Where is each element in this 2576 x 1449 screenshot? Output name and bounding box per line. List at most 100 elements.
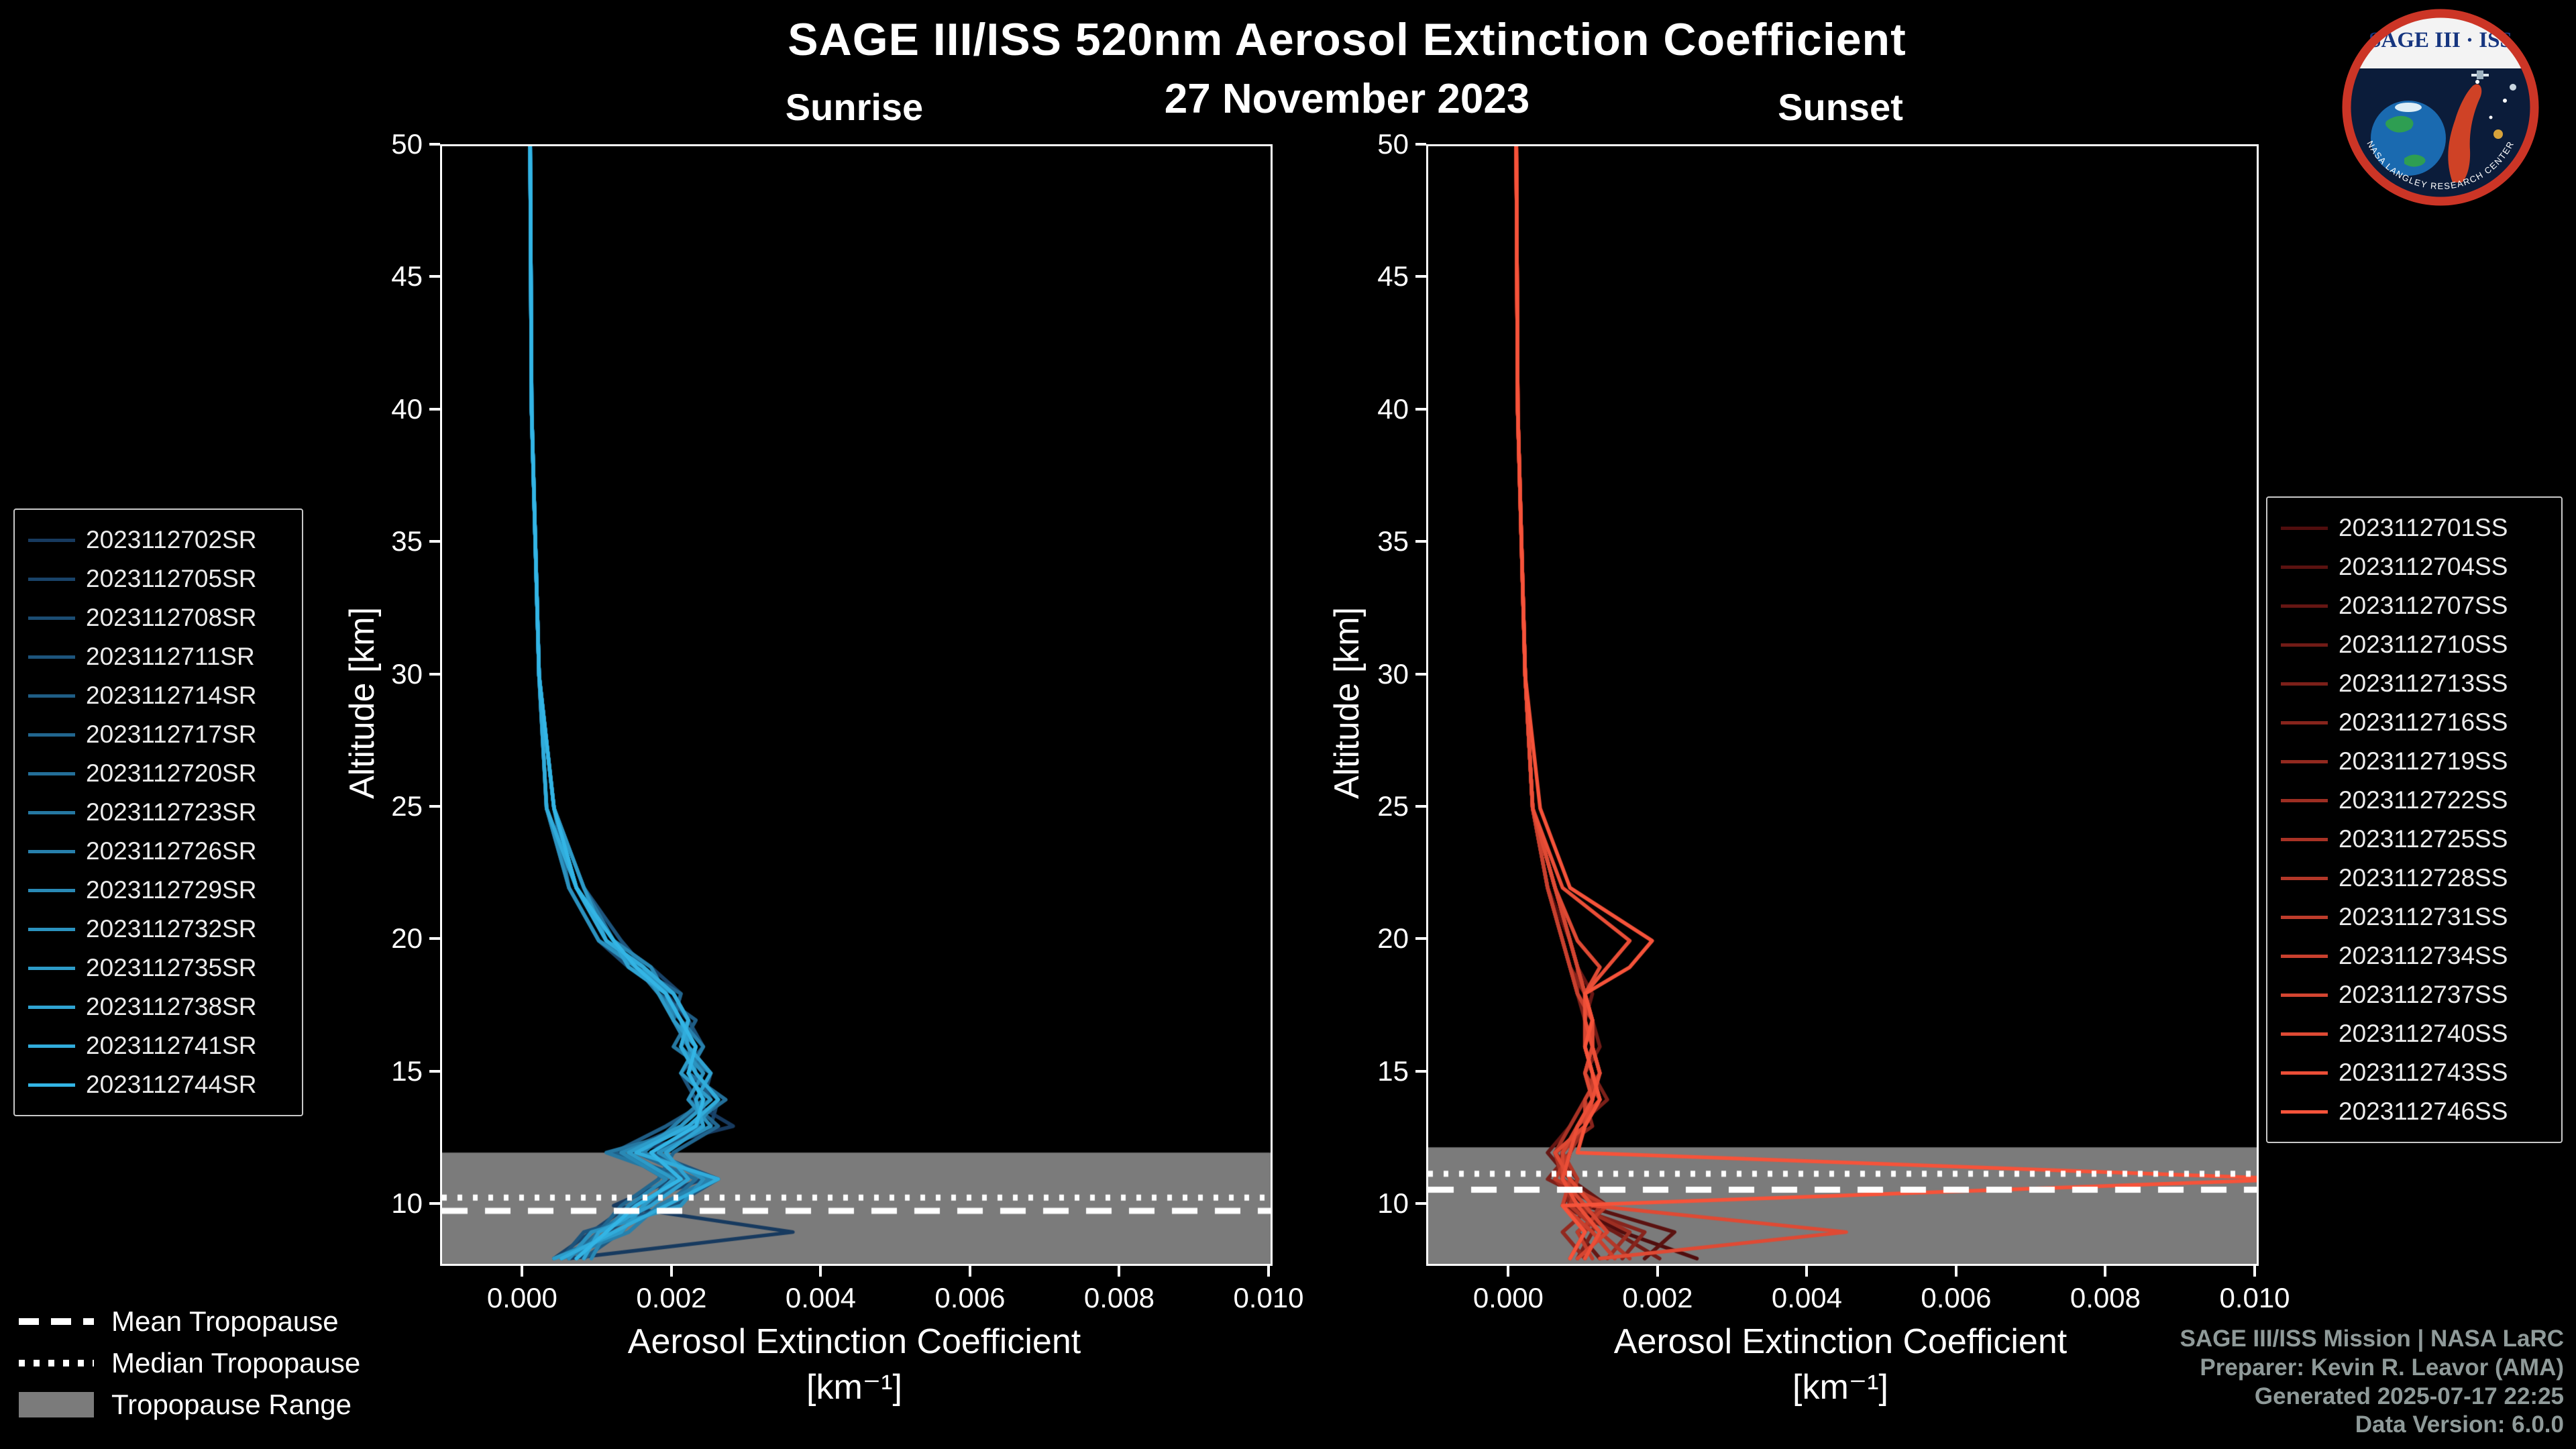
x-tick-mark bbox=[2104, 1266, 2107, 1277]
y-tick-mark bbox=[1415, 937, 1426, 941]
y-tick-label: 15 bbox=[1377, 1055, 1409, 1087]
y-tick-label: 20 bbox=[1377, 922, 1409, 955]
legend-line-swatch bbox=[28, 1044, 75, 1048]
x-tick-mark bbox=[1267, 1266, 1270, 1277]
figure-icon bbox=[2448, 84, 2482, 182]
sunset-y-axis-label: Altitude [km] bbox=[1328, 606, 1366, 800]
x-axis-label-line1: Aerosol Extinction Coefficient bbox=[1613, 1322, 2068, 1361]
y-tick-mark bbox=[1415, 407, 1426, 411]
legend-label: 2023112738SR bbox=[86, 993, 257, 1020]
y-tick-mark bbox=[1415, 804, 1426, 808]
y-tick-label: 35 bbox=[1377, 525, 1409, 557]
legend-line-swatch bbox=[2281, 798, 2328, 802]
legend-item: 2023112729SR bbox=[15, 871, 302, 910]
sunset-legend: 2023112701SS 2023112704SS 2023112707SS 2023… bbox=[2266, 496, 2563, 1143]
mission-logo: SAGE III · ISS NASA LANGLEY RESEARCH CEN… bbox=[2342, 9, 2539, 206]
legend-label: 2023112704SS bbox=[2339, 553, 2508, 580]
legend-label: 2023112726SR bbox=[86, 837, 257, 865]
legend-line-swatch bbox=[28, 655, 75, 659]
legend-item: 2023112725SS bbox=[2267, 820, 2561, 859]
legend-label: 2023112743SS bbox=[2339, 1059, 2508, 1086]
y-tick-label: 25 bbox=[391, 790, 423, 822]
legend-label: 2023112728SS bbox=[2339, 864, 2508, 892]
legend-line-swatch bbox=[2281, 643, 2328, 647]
legend-label: 2023112722SS bbox=[2339, 786, 2508, 814]
legend-item: 2023112707SS bbox=[2267, 586, 2561, 625]
y-tick-label: 45 bbox=[391, 260, 423, 292]
legend-label: 2023112737SS bbox=[2339, 981, 2508, 1008]
iss-icon bbox=[2471, 70, 2489, 79]
legend-line-swatch bbox=[2281, 682, 2328, 686]
footer-credits: SAGE III/ISS Mission | NASA LaRC Prepare… bbox=[2180, 1325, 2564, 1440]
legend-item: 2023112731SS bbox=[2267, 898, 2561, 936]
legend-line-swatch bbox=[2281, 720, 2328, 724]
y-tick-mark bbox=[429, 937, 440, 941]
legend-line-swatch bbox=[2281, 1032, 2328, 1036]
x-tick-label: 0.006 bbox=[1921, 1282, 1992, 1313]
y-tick-mark bbox=[429, 540, 440, 543]
logo-ring bbox=[2342, 9, 2539, 206]
planet-icon bbox=[2493, 129, 2503, 139]
legend-item: 2023112710SS bbox=[2267, 625, 2561, 664]
y-tick-label: 30 bbox=[1377, 657, 1409, 690]
legend-line-swatch bbox=[2281, 837, 2328, 841]
mean-tropopause-label: Mean Tropopause bbox=[111, 1305, 339, 1337]
earth-polar-cap bbox=[2395, 103, 2422, 112]
legend-label: 2023112734SS bbox=[2339, 942, 2508, 969]
y-tick-mark bbox=[429, 143, 440, 146]
legend-item: 2023112711SR bbox=[15, 637, 302, 676]
legend-line-swatch bbox=[2281, 876, 2328, 880]
legend-line-swatch bbox=[2281, 526, 2328, 530]
legend-item: 2023112726SR bbox=[15, 832, 302, 871]
legend-line-swatch bbox=[2281, 565, 2328, 569]
y-tick-label: 35 bbox=[391, 525, 423, 557]
sunrise-panel-title: Sunrise bbox=[785, 86, 924, 128]
sunrise-plot-canvas bbox=[440, 144, 1273, 1266]
star-icon bbox=[2489, 115, 2493, 119]
moon-icon bbox=[2510, 84, 2516, 91]
y-tick-mark bbox=[1415, 275, 1426, 278]
footer-preparer: Preparer: Kevin R. Leavor (AMA) bbox=[2200, 1354, 2564, 1381]
legend-label: 2023112717SR bbox=[86, 720, 257, 748]
legend-item: 2023112741SR bbox=[15, 1026, 302, 1065]
median-tropopause-legend-item: Median Tropopause bbox=[19, 1347, 360, 1379]
legend-item: 2023112716SS bbox=[2267, 703, 2561, 742]
legend-label: 2023112713SS bbox=[2339, 669, 2508, 697]
y-tick-label: 40 bbox=[1377, 392, 1409, 425]
legend-item: 2023112708SR bbox=[15, 598, 302, 637]
legend-line-swatch bbox=[28, 694, 75, 698]
y-tick-label: 10 bbox=[1377, 1187, 1409, 1220]
legend-label: 2023112740SS bbox=[2339, 1020, 2508, 1047]
x-axis-label-line2: [km⁻¹] bbox=[1792, 1367, 1888, 1407]
legend-line-swatch bbox=[28, 1083, 75, 1087]
y-tick-mark bbox=[429, 1202, 440, 1205]
gray-band-icon bbox=[19, 1392, 94, 1417]
legend-item: 2023112744SR bbox=[15, 1065, 302, 1104]
legend-item: 2023112702SR bbox=[15, 521, 302, 559]
y-tick-mark bbox=[1415, 143, 1426, 146]
legend-line-swatch bbox=[28, 849, 75, 853]
legend-label: 2023112716SS bbox=[2339, 708, 2508, 736]
tropopause-range-label: Tropopause Range bbox=[111, 1389, 352, 1420]
tropopause-range-legend-item: Tropopause Range bbox=[19, 1389, 360, 1421]
y-tick-label: 25 bbox=[1377, 790, 1409, 822]
star-icon bbox=[2503, 99, 2507, 103]
legend-label: 2023112725SS bbox=[2339, 825, 2508, 853]
legend-label: 2023112744SR bbox=[86, 1071, 257, 1098]
legend-line-swatch bbox=[2281, 604, 2328, 608]
y-tick-label: 30 bbox=[391, 657, 423, 690]
x-tick-label: 0.000 bbox=[486, 1282, 557, 1313]
legend-item: 2023112713SS bbox=[2267, 664, 2561, 703]
legend-item: 2023112737SS bbox=[2267, 975, 2561, 1014]
x-axis-label-line1: Aerosol Extinction Coefficient bbox=[627, 1322, 1081, 1361]
y-tick-mark bbox=[429, 672, 440, 676]
x-tick-label: 0.006 bbox=[934, 1282, 1006, 1313]
x-tick-mark bbox=[819, 1266, 822, 1277]
legend-item: 2023112717SR bbox=[15, 715, 302, 754]
legend-line-swatch bbox=[28, 771, 75, 775]
legend-label: 2023112729SR bbox=[86, 876, 257, 904]
legend-label: 2023112705SR bbox=[86, 565, 257, 592]
legend-item: 2023112705SR bbox=[15, 559, 302, 598]
logo-title: SAGE III · ISS bbox=[2369, 28, 2512, 52]
legend-item: 2023112704SS bbox=[2267, 547, 2561, 586]
